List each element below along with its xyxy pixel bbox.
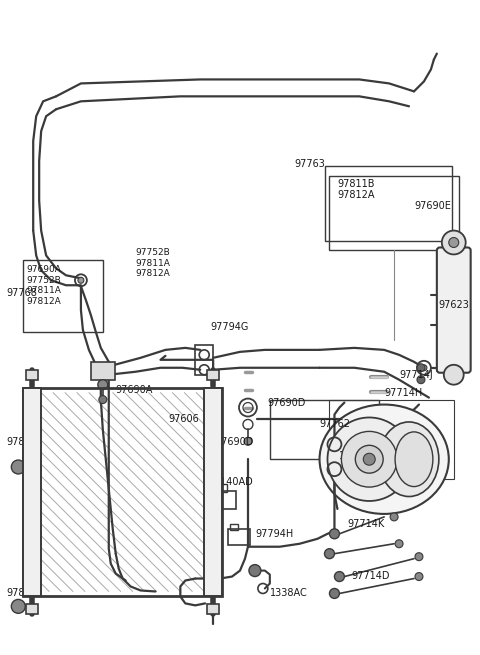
Bar [23,388,41,597]
Text: 97714H: 97714H [384,388,422,398]
Text: 97763: 97763 [295,159,325,169]
Circle shape [12,460,25,474]
Bar [215,484,227,492]
Ellipse shape [320,405,449,514]
Bar [329,400,454,479]
Circle shape [444,365,464,384]
Bar [23,388,222,597]
Text: 97690A
97752B
97811A
97812A: 97690A 97752B 97811A 97812A [26,265,61,306]
Text: 97690A: 97690A [116,384,153,395]
Circle shape [363,453,375,465]
Bar [195,345,213,375]
Bar [228,529,250,545]
Circle shape [99,396,107,403]
Bar [91,362,115,380]
Text: 97714J: 97714J [399,370,433,380]
Circle shape [449,238,459,248]
Circle shape [98,380,108,390]
Text: 1140AD: 1140AD [215,477,254,487]
Bar [324,166,452,240]
Circle shape [390,513,398,521]
Circle shape [415,553,423,561]
Circle shape [329,529,339,539]
Text: 97623: 97623 [439,300,470,310]
Circle shape [341,432,397,487]
Circle shape [12,599,25,613]
Text: 97690E: 97690E [414,200,451,211]
Text: 97714D: 97714D [351,571,390,580]
Text: 97803: 97803 [6,588,37,599]
Text: 97606: 97606 [168,415,199,424]
Bar [41,392,204,591]
Text: 97811B
97812A: 97811B 97812A [337,179,375,200]
Circle shape [249,565,261,576]
Text: 97690D: 97690D [268,398,306,407]
Text: 97690D: 97690D [215,438,253,447]
Circle shape [355,445,383,473]
Bar [207,370,219,380]
Text: 97768: 97768 [6,288,37,298]
Circle shape [415,572,423,580]
Circle shape [421,365,427,371]
Bar [329,176,459,250]
Circle shape [78,277,84,283]
Bar [26,605,38,614]
Ellipse shape [379,422,439,496]
Bar [230,524,238,530]
Text: 1338AC: 1338AC [339,451,377,461]
Circle shape [327,417,411,501]
Text: 97762: 97762 [320,419,350,430]
Ellipse shape [395,432,433,487]
Circle shape [329,588,339,599]
Bar [23,261,103,332]
Circle shape [324,549,335,559]
Text: 97794H: 97794H [255,529,293,539]
Bar [210,491,236,509]
Circle shape [244,438,252,445]
Circle shape [442,231,466,254]
Bar [26,370,38,380]
Bar [207,605,219,614]
Bar [270,400,379,459]
Text: 97714K: 97714K [348,519,384,529]
Text: 97794G: 97794G [210,322,249,332]
Circle shape [395,540,403,548]
Text: 1338AC: 1338AC [270,588,308,599]
Text: 97752B
97811A
97812A: 97752B 97811A 97812A [136,248,170,278]
Circle shape [335,572,344,582]
Circle shape [417,376,425,384]
Circle shape [417,364,425,372]
Text: 97802: 97802 [6,438,37,447]
FancyBboxPatch shape [437,248,471,373]
Bar [204,388,222,597]
